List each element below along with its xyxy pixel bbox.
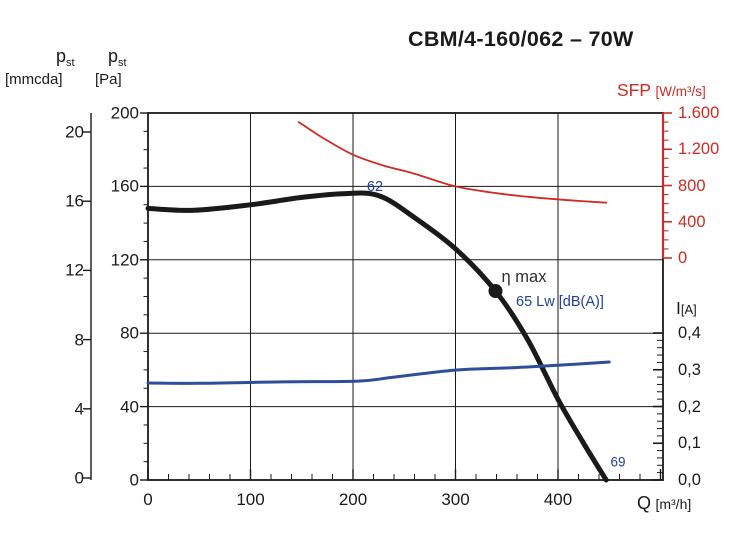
sfp-tick-label: 800 — [678, 176, 706, 195]
mmcda-axis-unit: [mmcda] — [5, 71, 63, 88]
pa-axis-unit: [Pa] — [95, 71, 122, 88]
pressure-curve — [145, 190, 609, 483]
pa-axis-title: pst — [108, 46, 127, 70]
q-tick-label: 200 — [338, 490, 368, 509]
sound-level-69-label: 69 — [610, 454, 626, 470]
mmcda-tick-label: 20 — [65, 122, 84, 142]
i-tick-label: 0,4 — [678, 323, 701, 342]
sfp-tick-label: 1.200 — [678, 140, 720, 158]
pa-tick-label: 200 — [110, 103, 139, 123]
page-title: CBM/4-160/062 – 70W — [408, 27, 634, 51]
sfp-curve — [297, 121, 608, 204]
q-tick-label: 0 — [143, 490, 153, 509]
current-axis-title: I[A] — [676, 298, 697, 318]
mmcda-axis-title: pst — [56, 46, 75, 70]
eta-max-label: η max — [501, 267, 547, 286]
i-tick-label: 0,2 — [678, 397, 701, 416]
i-tick-label: 0,0 — [678, 470, 701, 489]
flow-axis-title: Q [m³/h] — [637, 493, 692, 513]
pa-tick-label: 120 — [110, 250, 139, 270]
sfp-axis-title: SFP [W/m³/s] — [617, 80, 706, 100]
mmcda-tick-label: 12 — [65, 260, 84, 280]
pa-tick-label: 80 — [120, 323, 139, 343]
i-tick-label: 0,1 — [678, 434, 701, 452]
sfp-tick-label: 0 — [678, 248, 688, 267]
pa-tick-label: 0 — [129, 470, 139, 490]
q-tick-label: 100 — [236, 490, 265, 509]
sound-level-62-label: 62 — [366, 178, 384, 195]
mmcda-tick-label: 16 — [65, 191, 84, 211]
mmcda-tick-label: 0 — [74, 468, 84, 488]
i-tick-label: 0,3 — [678, 360, 701, 379]
sound-level-legend-label: 65 Lw [dB(A)] — [516, 293, 604, 310]
sfp-tick-label: 400 — [678, 212, 706, 231]
pa-tick-label: 160 — [110, 176, 139, 196]
q-tick-label: 400 — [543, 490, 573, 509]
mmcda-tick-label: 4 — [74, 399, 84, 419]
mmcda-tick-label: 8 — [74, 330, 84, 350]
sfp-tick-label: 1.600 — [678, 103, 720, 122]
pa-tick-label: 40 — [120, 397, 139, 417]
current-curve — [146, 360, 611, 385]
eta-max-point — [488, 283, 503, 298]
q-tick-label: 300 — [441, 490, 470, 509]
